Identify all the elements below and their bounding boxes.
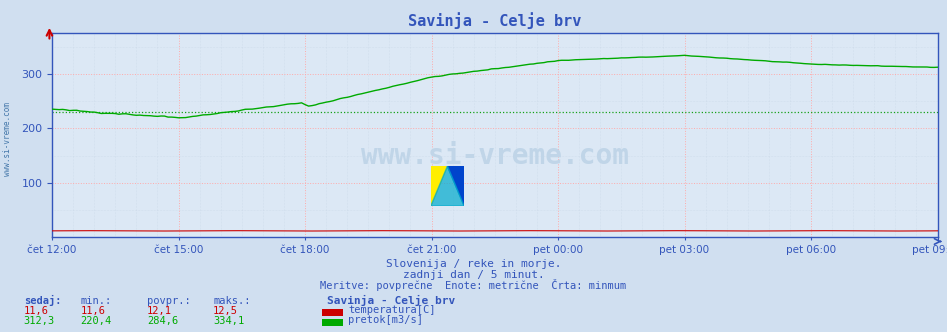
- Text: sedaj:: sedaj:: [24, 295, 62, 306]
- Text: 11,6: 11,6: [24, 306, 48, 316]
- Text: min.:: min.:: [80, 296, 112, 306]
- Text: temperatura[C]: temperatura[C]: [348, 305, 436, 315]
- Text: 334,1: 334,1: [213, 316, 244, 326]
- Text: Savinja - Celje brv: Savinja - Celje brv: [327, 295, 455, 306]
- Text: 312,3: 312,3: [24, 316, 55, 326]
- Polygon shape: [431, 166, 464, 206]
- Title: Savinja - Celje brv: Savinja - Celje brv: [408, 12, 581, 29]
- Text: www.si-vreme.com: www.si-vreme.com: [3, 103, 12, 176]
- Text: 12,5: 12,5: [213, 306, 238, 316]
- Text: pretok[m3/s]: pretok[m3/s]: [348, 315, 423, 325]
- Text: 12,1: 12,1: [147, 306, 171, 316]
- Text: www.si-vreme.com: www.si-vreme.com: [361, 142, 629, 170]
- Polygon shape: [448, 166, 464, 206]
- Text: 284,6: 284,6: [147, 316, 178, 326]
- Text: Meritve: povprečne  Enote: metrične  Črta: minmum: Meritve: povprečne Enote: metrične Črta:…: [320, 279, 627, 291]
- Text: maks.:: maks.:: [213, 296, 251, 306]
- Text: 220,4: 220,4: [80, 316, 112, 326]
- Text: povpr.:: povpr.:: [147, 296, 190, 306]
- Polygon shape: [431, 166, 448, 206]
- Text: 11,6: 11,6: [80, 306, 105, 316]
- Text: zadnji dan / 5 minut.: zadnji dan / 5 minut.: [402, 270, 545, 280]
- Text: Slovenija / reke in morje.: Slovenija / reke in morje.: [385, 259, 562, 269]
